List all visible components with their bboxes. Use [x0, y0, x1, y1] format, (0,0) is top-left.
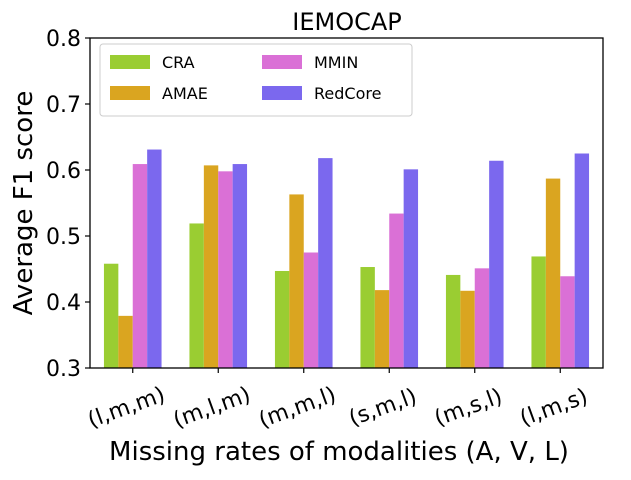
chart-title: IEMOCAP: [292, 8, 402, 36]
bar-cra-2: [274, 270, 290, 368]
y-tick-label: 0.3: [46, 357, 81, 382]
bar-amae-4: [460, 290, 475, 368]
bar-cra-4: [445, 274, 461, 368]
bar-amae-3: [374, 290, 390, 368]
bar-amae-2: [289, 194, 304, 368]
legend-label-redcore: RedCore: [314, 84, 381, 103]
x-tick-label: (m,s,l): [431, 384, 505, 431]
legend-frame: [99, 43, 413, 117]
y-tick-label: 0.6: [46, 159, 81, 184]
bar-redcore-2: [318, 158, 333, 368]
y-tick-label: 0.8: [46, 27, 81, 52]
legend-label-cra: CRA: [162, 53, 195, 72]
y-axis-label: Average F1 score: [9, 91, 39, 316]
bar-cra-3: [360, 267, 375, 368]
legend-swatch-amae: [110, 86, 150, 100]
x-axis: (l,m,m) (m,l,m) (m,m,l) (s,m,l) (m,s,l) (l,m,…: [85, 368, 591, 433]
bar-mmin-4: [474, 268, 490, 368]
x-tick-label: (m,m,l): [256, 382, 340, 433]
bar-mmin-5: [560, 276, 575, 368]
x-tick-label: (l,m,s): [517, 384, 591, 431]
bar-cra-1: [189, 223, 204, 368]
y-axis: 0.3 0.4 0.5 0.6 0.7 0.8: [46, 27, 90, 382]
x-tick-label: (m,l,m): [170, 382, 254, 433]
plot-frame: [89, 37, 604, 369]
bar-redcore-1: [232, 164, 248, 368]
legend-swatch-redcore: [262, 86, 302, 100]
y-tick-label: 0.7: [46, 93, 81, 118]
bar-redcore-3: [403, 169, 419, 368]
x-tick-label: (l,m,m): [85, 382, 169, 433]
bar-redcore-5: [574, 153, 590, 368]
bars-group: [103, 149, 590, 368]
bar-mmin-0: [132, 164, 148, 368]
legend-label-amae: AMAE: [162, 84, 208, 103]
legend: CRA AMAE MMIN RedCore: [99, 43, 413, 117]
bar-mmin-2: [303, 252, 319, 368]
legend-swatch-cra: [110, 55, 150, 69]
y-tick-label: 0.4: [46, 291, 81, 316]
bar-amae-1: [203, 165, 219, 368]
bar-redcore-0: [147, 149, 162, 368]
bar-redcore-4: [489, 160, 504, 368]
y-tick-label: 0.5: [46, 225, 81, 250]
bar-cra-0: [103, 263, 119, 368]
x-axis-label: Missing rates of modalities (A, V, L): [109, 437, 569, 467]
bar-cra-5: [531, 256, 546, 368]
bar-mmin-1: [218, 171, 233, 368]
legend-swatch-mmin: [262, 55, 302, 69]
bar-amae-5: [545, 178, 561, 368]
bar-mmin-3: [389, 213, 404, 368]
bar-amae-0: [118, 315, 133, 368]
x-tick-label: (s,m,l): [346, 384, 420, 431]
legend-label-mmin: MMIN: [314, 53, 358, 72]
